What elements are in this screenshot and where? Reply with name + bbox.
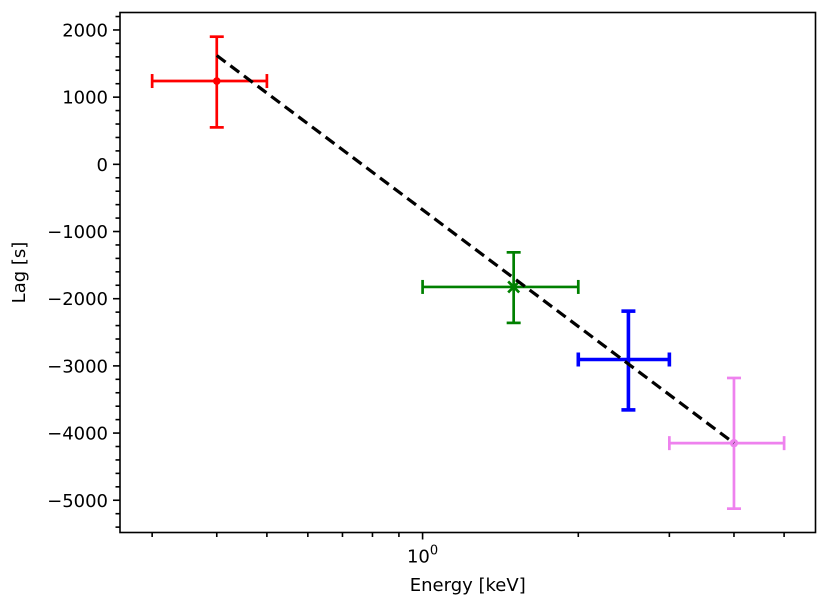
x-axis-label: Energy [keV] <box>410 575 526 596</box>
y-tick-label: 0 <box>97 155 108 176</box>
y-tick-label: −3000 <box>47 356 108 377</box>
y-tick-label: −1000 <box>47 222 108 243</box>
dashed-fit-line <box>215 54 735 445</box>
plot-area: 2000 1000 0 −1000 −2000 −3000 −4000 −5000 100 <box>47 11 817 568</box>
marker-point-green <box>507 280 521 294</box>
x-tick-label: 100 <box>407 544 438 568</box>
plot-frame <box>119 11 817 534</box>
y-tick-label: −2000 <box>47 289 108 310</box>
y-tick-label: 1000 <box>62 88 108 109</box>
y-axis-label: Lag [s] <box>9 242 30 304</box>
y-tick-label: −5000 <box>47 491 108 512</box>
y-tick-label: −4000 <box>47 424 108 445</box>
marker-point-red <box>212 77 221 85</box>
y-tick-label: 2000 <box>62 20 108 41</box>
